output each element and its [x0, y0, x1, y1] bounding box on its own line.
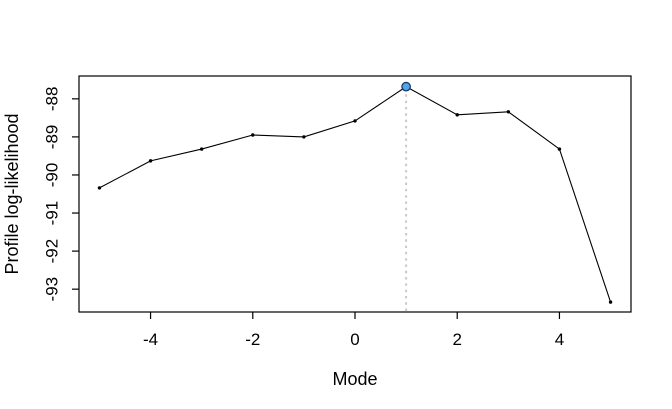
- data-point: [557, 147, 562, 151]
- maximum-highlight-point: [401, 81, 411, 92]
- y-tick-label: -92: [43, 239, 62, 264]
- y-tick-label: -93: [43, 277, 62, 302]
- plot-box: [78, 75, 632, 313]
- x-axis-title: Mode: [332, 369, 377, 389]
- x-tick-label: 0: [350, 330, 359, 349]
- y-tick-label: -89: [43, 125, 62, 150]
- data-point: [148, 159, 153, 163]
- x-tick-label: -2: [245, 330, 260, 349]
- x-tick-label: -4: [143, 330, 158, 349]
- data-point: [608, 300, 613, 304]
- y-tick-label: -90: [43, 163, 62, 188]
- data-point: [302, 135, 306, 139]
- profile-loglikelihood-line: [99, 86, 612, 303]
- x-tick-label: 2: [452, 330, 461, 349]
- data-point: [251, 133, 255, 137]
- data-point: [506, 110, 511, 114]
- data-point: [97, 186, 102, 190]
- y-tick-label: -91: [43, 201, 62, 226]
- y-tick-label: -88: [43, 87, 62, 112]
- x-tick-label: 4: [555, 330, 564, 349]
- data-point: [353, 119, 357, 123]
- data-point: [455, 113, 459, 117]
- y-axis-title: Profile log-likelihood: [2, 113, 22, 274]
- data-point: [199, 147, 204, 151]
